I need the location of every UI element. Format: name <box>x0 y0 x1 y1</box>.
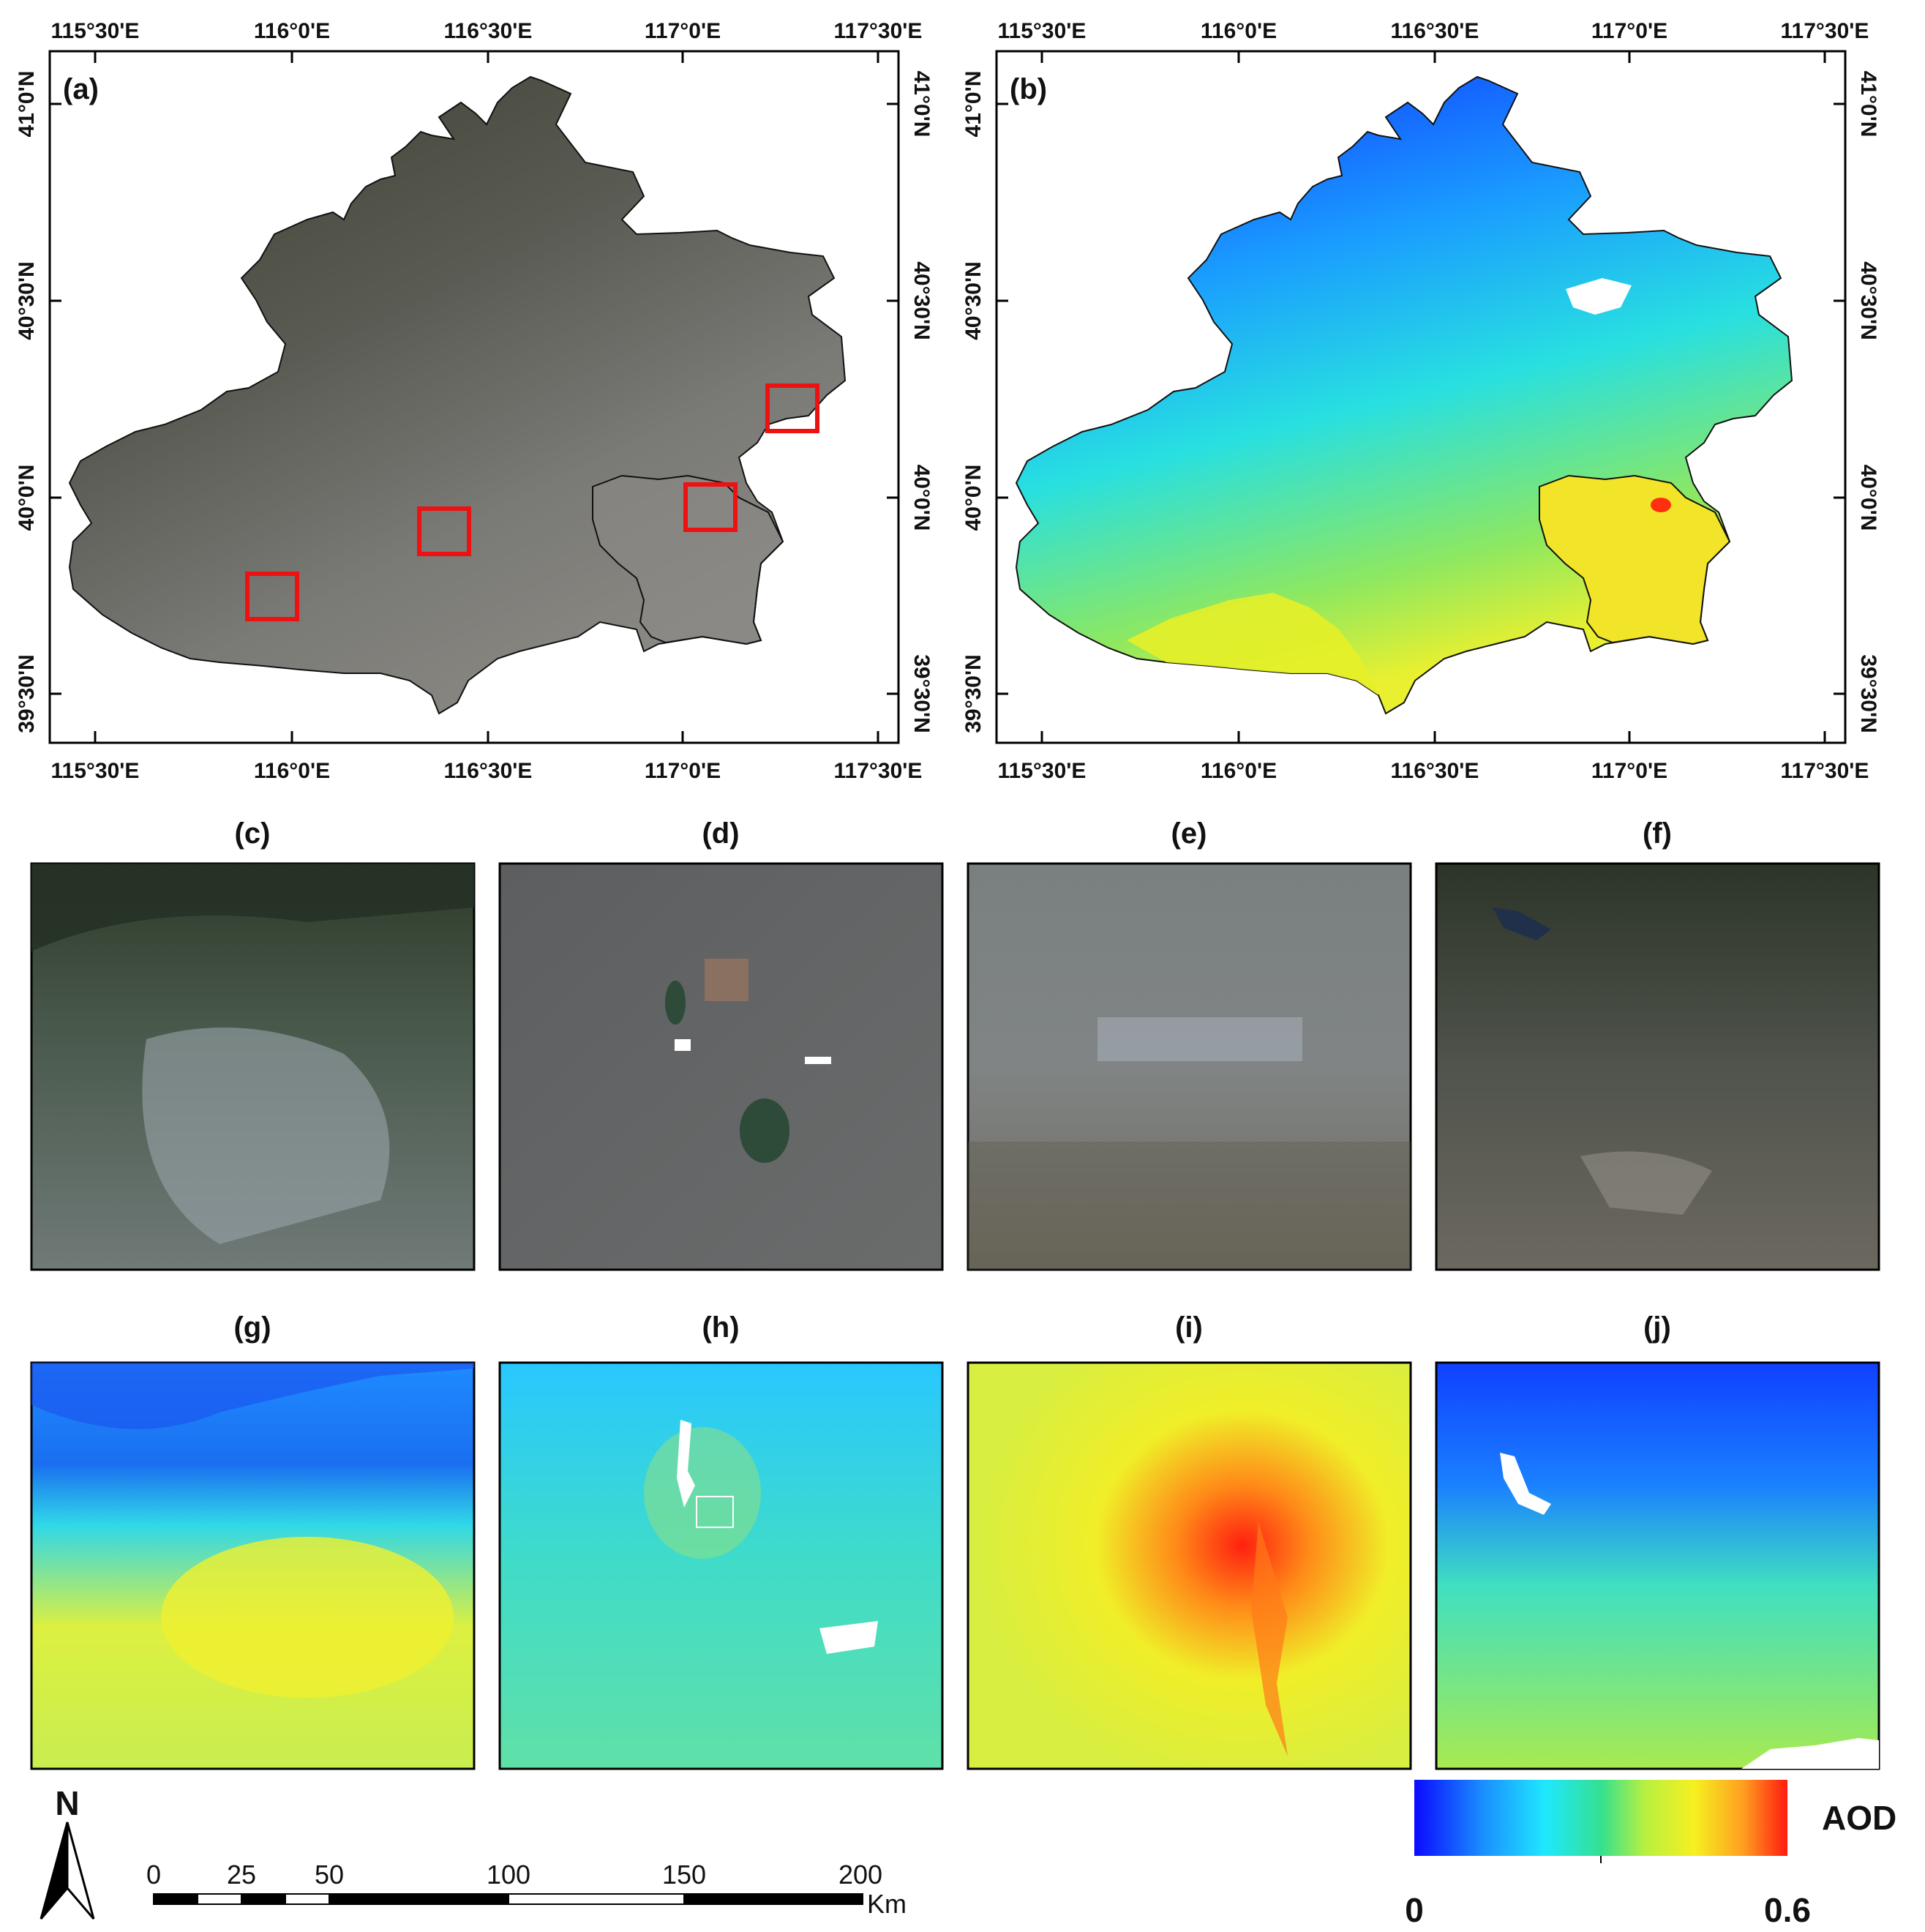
lat-tick-label: 40°0'N <box>15 465 39 531</box>
subregion-boundary-b <box>1539 474 1731 645</box>
legend-min: 0 <box>1405 1891 1424 1929</box>
highlight-box-c <box>245 572 299 621</box>
map-panel-b: (b) <box>995 50 1847 744</box>
scale-unit: Km <box>867 1889 907 1919</box>
subset-label-e: (e) <box>1171 817 1207 850</box>
high-aod-southwest <box>1127 593 1386 714</box>
lon-tick-label: 117°0'E <box>645 19 721 43</box>
subset-label-c: (c) <box>235 817 271 850</box>
lat-tick-label: 39°30'N <box>1856 654 1880 733</box>
north-arrow-icon <box>40 1821 69 1920</box>
scale-tick-label: 50 <box>315 1860 344 1890</box>
highlight-box-f <box>765 383 819 433</box>
scale-bar: 0 25 50 100 150 200 Km <box>146 1860 907 1919</box>
lon-tick-label: 117°30'E <box>1781 19 1869 43</box>
lat-tick-label: 41°0'N <box>961 71 986 138</box>
lat-tick-label: 40°0'N <box>1856 465 1880 531</box>
north-label: N <box>55 1784 79 1822</box>
subset-aod-g <box>30 1361 476 1770</box>
lon-tick-label: 116°30'E <box>444 759 533 783</box>
lat-tick-label: 41°0'N <box>15 71 39 138</box>
lon-tick-label: 117°0'E <box>645 759 721 783</box>
aod-legend: AOD 0 0.6 <box>1405 1780 1896 1929</box>
aod-hotspot-b <box>1651 498 1671 512</box>
subset-image-d <box>498 862 944 1271</box>
panel-label-b: (b) <box>1010 73 1047 105</box>
lon-tick-label: 116°30'E <box>1391 19 1479 43</box>
lon-tick-label: 116°0'E <box>1201 759 1277 783</box>
subset-image-c <box>30 862 476 1271</box>
panel-label-a: (a) <box>63 73 99 105</box>
subset-label-f: (f) <box>1643 817 1672 850</box>
lat-tick-label: 40°30'N <box>15 261 39 340</box>
subset-label-i: (i) <box>1175 1311 1203 1344</box>
lat-tick-label: 40°0'N <box>909 465 934 531</box>
lat-tick-label: 39°30'N <box>15 654 39 733</box>
highlight-box-e <box>683 482 738 532</box>
lon-tick-label: 116°30'E <box>1391 759 1479 783</box>
lat-tick-label: 39°30'N <box>909 654 934 733</box>
aod-colorbar <box>1414 1780 1787 1856</box>
lon-tick-label: 117°30'E <box>834 19 923 43</box>
lat-tick-label: 41°0'N <box>909 71 934 138</box>
lon-tick-label: 116°0'E <box>254 759 330 783</box>
legend-title: AOD <box>1822 1799 1896 1837</box>
legend-max: 0.6 <box>1764 1891 1811 1929</box>
lon-tick-label: 115°30'E <box>998 19 1087 43</box>
lon-tick-label: 117°0'E <box>1591 19 1667 43</box>
subset-label-d: (d) <box>702 817 739 850</box>
scale-tick-label: 100 <box>487 1860 530 1890</box>
lon-tick-label: 116°30'E <box>444 19 533 43</box>
lon-tick-label: 116°0'E <box>254 19 330 43</box>
lon-tick-label: 117°0'E <box>1591 759 1667 783</box>
lat-tick-label: 40°0'N <box>961 465 986 531</box>
subset-aod-i <box>967 1361 1412 1770</box>
lon-tick-label: 116°0'E <box>1201 19 1277 43</box>
scale-tick-label: 0 <box>146 1860 161 1890</box>
subset-image-e <box>967 862 1412 1271</box>
highlight-box-d <box>417 506 471 556</box>
lat-tick-label: 40°30'N <box>961 261 986 340</box>
lat-tick-label: 40°30'N <box>909 261 934 340</box>
lon-tick-label: 117°30'E <box>834 759 923 783</box>
subset-aod-h <box>498 1361 944 1770</box>
lon-tick-label: 115°30'E <box>998 759 1087 783</box>
lat-tick-label: 41°0'N <box>1856 71 1880 138</box>
subset-label-j: (j) <box>1643 1311 1671 1344</box>
lat-tick-label: 40°30'N <box>1856 261 1880 340</box>
map-panel-a: (a) <box>48 50 900 744</box>
subset-aod-j <box>1435 1361 1880 1770</box>
lat-tick-label: 39°30'N <box>961 654 986 733</box>
lon-tick-label: 117°30'E <box>1781 759 1869 783</box>
reservoir-mask-b <box>1566 278 1632 315</box>
north-arrow: N <box>40 1784 95 1920</box>
scale-tick-label: 25 <box>227 1860 256 1890</box>
lon-tick-label: 115°30'E <box>51 19 140 43</box>
subset-label-g: (g) <box>233 1311 271 1344</box>
subset-aod-row: (g) (h) (i) (j) <box>30 1311 1880 1770</box>
subset-rgb-row: (c) (d) (e) (f) <box>30 817 1880 1271</box>
scale-tick-label: 200 <box>838 1860 882 1890</box>
subset-label-h: (h) <box>702 1311 739 1344</box>
scale-tick-label: 150 <box>662 1860 706 1890</box>
lon-tick-label: 115°30'E <box>51 759 140 783</box>
graticule-ticks: 115°30'E 115°30'E 116°0'E 116°0'E 116°30'E 11… <box>15 19 1880 783</box>
subset-image-f <box>1435 862 1880 1271</box>
